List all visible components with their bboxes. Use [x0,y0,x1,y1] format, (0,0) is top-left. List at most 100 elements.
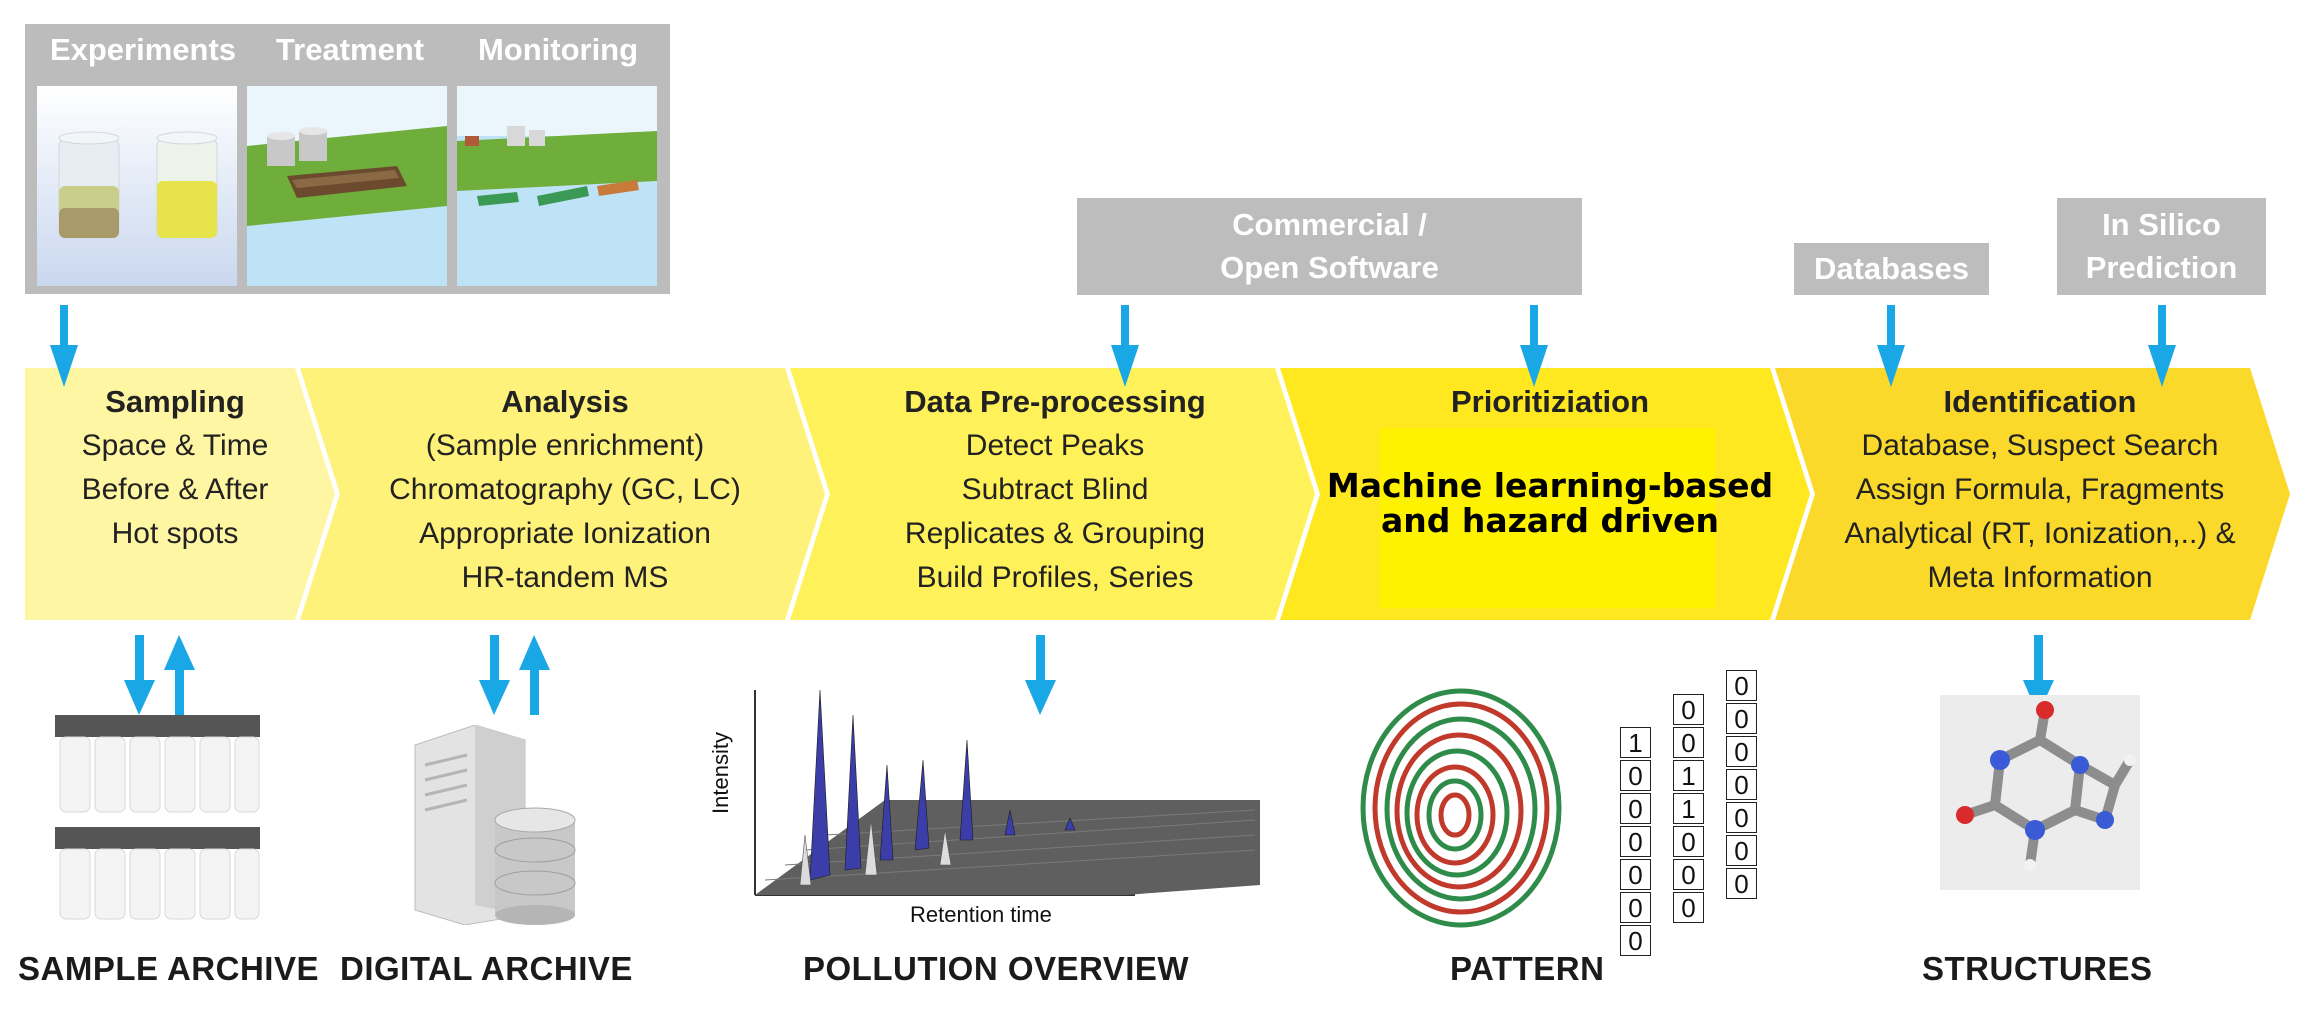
plot-peak [809,689,831,881]
software-banner-line2: Open Software [1220,250,1439,285]
bit-cell: 0 [1673,727,1704,758]
bit-cell: 0 [1620,760,1651,791]
step-line: (Sample enrichment) [425,429,705,462]
highlight-text-line2: and hazard driven [1380,501,1720,540]
bit-cell: 0 [1620,925,1651,956]
plot-peak [879,764,894,861]
bit-cell: 0 [1673,826,1704,857]
bit-cell: 0 [1620,826,1651,857]
step-line: Database, Suspect Search [1861,429,2219,462]
step-analysis: Analysis (Sample enrichment) Chromatogra… [335,380,795,600]
step-shape-identification [1775,368,2290,620]
plot-peak [844,714,862,871]
step-line: Detect Peaks [965,429,1145,462]
software-banner: Commercial / Open Software [1077,198,1582,295]
step-identification: Identification Database, Suspect Search … [1815,380,2265,600]
step-line: Build Profiles, Series [916,561,1194,594]
insilico-banner-line1: In Silico [2102,207,2221,242]
bit-cell: 0 [1620,859,1651,890]
databases-banner: Databases [1794,243,1989,295]
bit-cell: 0 [1726,769,1757,800]
plot-peak [1064,817,1076,831]
step-title-preprocessing: Data Pre-processing [904,384,1206,419]
arrow-down-databases [1877,305,1905,387]
highlight-box [1380,428,1715,608]
arrow-down-pollution [1025,635,1056,715]
step-shape-preprocessing [790,368,1315,620]
step-line: Assign Formula, Fragments [1855,473,2225,506]
arrow-down-sampling [50,305,78,387]
step-line: Analytical (RT, Ionization,..) & [1844,517,2236,550]
step-line: Before & After [81,473,269,506]
step-shape-sampling [25,368,335,620]
arrow-down-prioritization [1520,305,1548,387]
databases-banner-label: Databases [1813,251,1970,286]
step-line: Subtract Blind [961,473,1149,506]
panel-header-monitoring: Monitoring [477,32,639,67]
plot-peak [959,739,974,841]
plot-peak [939,829,952,866]
plot-peak [864,819,878,876]
step-title-identification: Identification [1943,384,2137,419]
bit-cell: 0 [1726,703,1757,734]
bit-cell: 0 [1620,793,1651,824]
step-line: Space & Time [81,429,269,462]
step-prioritization: Prioritiziation [1320,380,1780,424]
panel-header-experiments: Experiments [49,32,237,67]
panel-header-treatment: Treatment [275,32,425,67]
treatment-image [247,86,447,286]
plot-floor [755,800,1260,895]
plot-x-label: Retention time [910,902,1052,927]
bit-cell: 0 [1673,859,1704,890]
step-title-prioritization: Prioritiziation [1450,384,1650,419]
software-banner-line1: Commercial / [1232,207,1427,242]
insilico-banner-line2: Prediction [2085,250,2238,285]
experiments-image [37,86,237,286]
bit-cell: 0 [1726,670,1757,701]
bit-cell: 0 [1726,802,1757,833]
arrow-down-digital-archive [479,635,510,715]
label-sample-archive: SAMPLE ARCHIVE [18,950,319,987]
label-structures: STRUCTURES [1922,950,2153,987]
scenario-panel: Experiments Treatment Monitoring [25,24,670,294]
sample-archive-image [55,715,260,920]
step-sampling: Sampling Space & Time Before & After Hot… [35,380,315,556]
step-line: Hot spots [111,517,239,550]
step-preprocessing: Data Pre-processing Detect Peaks Subtrac… [825,380,1285,600]
arrow-group-top [50,305,2176,387]
monitoring-image [457,86,657,286]
bit-cell: 1 [1673,793,1704,824]
arrow-down-sample-archive [124,635,155,715]
bit-cell: 0 [1673,892,1704,923]
digital-archive-image [405,725,590,925]
fingerprint-image [1345,680,1595,940]
bit-cell: 0 [1726,736,1757,767]
arrow-down-insilico [2148,305,2176,387]
arrow-up-digital-archive [519,635,550,715]
step-title-analysis: Analysis [501,384,629,419]
arrow-down-preprocessing [1111,305,1139,387]
bit-cell: 0 [1620,892,1651,923]
step-line: Meta Information [1927,561,2153,594]
step-line: Chromatography (GC, LC) [389,473,741,506]
highlight-text-line1: Machine learning-based [1326,466,1774,505]
step-title-sampling: Sampling [105,384,245,419]
step-line: Appropriate Ionization [419,517,711,550]
structures-image [1940,695,2140,890]
bit-cell: 0 [1673,694,1704,725]
plot-peak [1004,809,1016,836]
pollution-overview-plot: Intensity Retention time [705,670,1265,930]
step-shape-analysis [300,368,825,620]
bit-cell: 0 [1726,868,1757,899]
insilico-banner: In Silico Prediction [2057,198,2266,295]
label-digital-archive: DIGITAL ARCHIVE [340,950,633,987]
bit-cell: 1 [1673,760,1704,791]
step-line: HR-tandem MS [461,561,669,594]
plot-peak [914,759,930,851]
plot-y-label: Intensity [707,732,733,814]
label-pollution-overview: POLLUTION OVERVIEW [803,950,1190,987]
step-line: Replicates & Grouping [904,517,1206,550]
arrow-up-sample-archive [164,635,195,715]
